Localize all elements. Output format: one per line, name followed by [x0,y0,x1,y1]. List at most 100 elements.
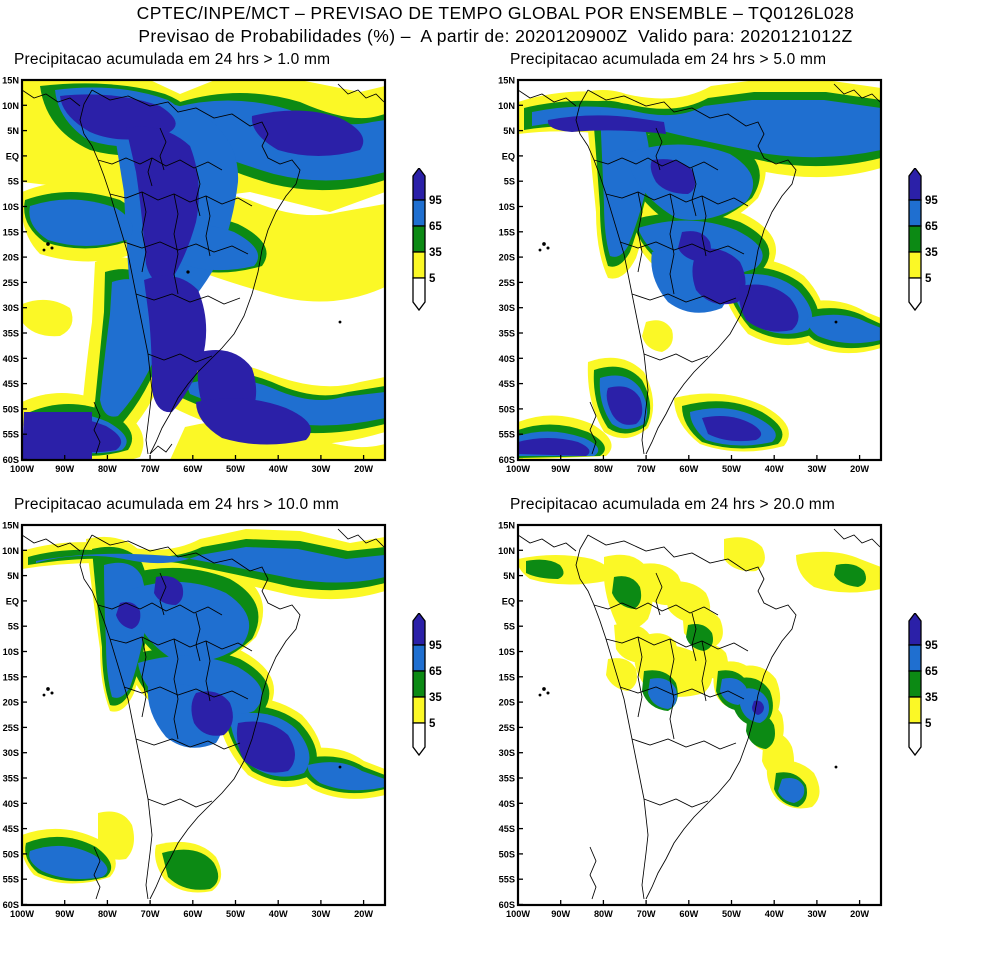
svg-text:5N: 5N [503,571,515,581]
y-axis: 15N 10N 5N EQ 5S 10S 15S 20S 25S 30S 35S… [498,76,523,465]
svg-text:50W: 50W [722,909,741,919]
colorbar-tick-35: 35 [925,247,938,259]
panel-threshold-20mm: Precipitacao acumulada em 24 hrs > 20.0 … [496,493,991,971]
svg-text:90W: 90W [55,909,74,919]
header-line-2: Previsao de Probabilidades (%) – A parti… [138,26,853,46]
svg-text:50W: 50W [722,464,741,474]
colorbar-tick-65: 65 [925,221,938,233]
probability-field [22,529,385,893]
svg-text:60S: 60S [499,455,515,465]
colorbar[interactable]: 95 65 35 5 [896,613,991,773]
svg-text:25S: 25S [3,723,19,733]
colorbar-bands [412,168,426,312]
colorbar-tick-95: 95 [925,195,938,207]
svg-text:80W: 80W [98,464,117,474]
colorbar-tick-35: 35 [429,247,442,259]
svg-text:5N: 5N [503,126,515,136]
map-frame [20,523,387,907]
map-frame [20,78,387,462]
svg-text:10N: 10N [498,101,515,111]
band-65-95 [412,644,426,672]
svg-text:40W: 40W [765,909,784,919]
svg-text:40W: 40W [765,464,784,474]
probability-field [518,537,881,809]
map-svg: 15N 10N 5N EQ 5S 10S 15S 20S 25S 30S 35S… [498,521,883,919]
svg-text:35S: 35S [499,774,515,784]
colorbar-tick-35: 35 [429,692,442,704]
panel-title: Precipitacao acumulada em 24 hrs > 10.0 … [14,496,340,513]
svg-text:90W: 90W [551,464,570,474]
y-axis: 15N 10N 5N EQ 5S 10S 15S 20S 25S 30S 35S… [2,521,27,910]
band-gt95 [908,613,922,646]
svg-text:50S: 50S [499,404,515,414]
colorbar-tick-95: 95 [429,195,442,207]
colorbar-tick-95: 95 [925,640,938,652]
map-canvas[interactable]: 15N 10N 5N EQ 5S 10S 15S 20S 25S 30S 35S… [0,72,400,482]
svg-text:30S: 30S [3,303,19,313]
svg-text:20W: 20W [850,464,869,474]
svg-text:30W: 30W [807,909,826,919]
colorbar-tick-5: 5 [429,273,436,285]
map-frame [516,523,883,907]
svg-text:60W: 60W [679,909,698,919]
svg-text:10S: 10S [3,202,19,212]
svg-text:25S: 25S [3,278,19,288]
svg-text:EQ: EQ [502,151,515,161]
svg-text:60S: 60S [3,455,19,465]
svg-text:5N: 5N [7,126,19,136]
map-canvas[interactable]: 15N 10N 5N EQ 5S 10S 15S 20S 25S 30S 35S… [496,72,896,482]
colorbar-bands [412,613,426,757]
svg-text:5S: 5S [504,622,515,632]
band-5-35 [412,251,426,279]
svg-text:80W: 80W [594,909,613,919]
band-gt95 [908,168,922,201]
band-65-95 [412,199,426,227]
svg-text:100W: 100W [10,909,34,919]
svg-text:60W: 60W [183,464,202,474]
svg-text:20S: 20S [3,253,19,263]
x-axis: 100W 90W 80W 70W 60W 50W 40W 30W 20W [506,900,869,919]
svg-text:15S: 15S [499,227,515,237]
panel-grid: Precipitacao acumulada em 24 hrs > 1.0 m… [0,48,991,958]
svg-text:55S: 55S [3,430,19,440]
x-axis: 100W 90W 80W 70W 60W 50W 40W 30W 20W [10,900,373,919]
svg-text:20W: 20W [354,464,373,474]
band-35-65 [908,670,922,698]
svg-text:EQ: EQ [6,151,19,161]
svg-text:40W: 40W [269,464,288,474]
svg-text:50W: 50W [226,909,245,919]
map-canvas[interactable]: 15N 10N 5N EQ 5S 10S 15S 20S 25S 30S 35S… [496,517,896,927]
svg-text:70W: 70W [637,909,656,919]
colorbar-tick-95: 95 [429,640,442,652]
svg-text:15N: 15N [2,76,19,86]
colorbar-tick-5: 5 [925,718,932,730]
colorbar[interactable]: 95 65 35 5 [400,613,495,773]
y-axis: 15N 10N 5N EQ 5S 10S 15S 20S 25S 30S 35S… [498,521,523,910]
svg-text:10N: 10N [2,546,19,556]
panel-threshold-5mm: Precipitacao acumulada em 24 hrs > 5.0 m… [496,48,991,526]
svg-text:40S: 40S [3,354,19,364]
svg-text:90W: 90W [55,464,74,474]
colorbar[interactable]: 95 65 35 5 [896,168,991,328]
band-65-95 [908,199,922,227]
colorbar-tick-35: 35 [925,692,938,704]
coastline-overlay [22,83,385,455]
svg-text:20S: 20S [499,253,515,263]
svg-text:5N: 5N [7,571,19,581]
svg-text:15S: 15S [499,672,515,682]
panel-threshold-10mm: Precipitacao acumulada em 24 hrs > 10.0 … [0,493,495,971]
band-lt5 [908,277,922,312]
svg-text:20W: 20W [354,909,373,919]
svg-text:30S: 30S [499,303,515,313]
y-axis: 15N 10N 5N EQ 5S 10S 15S 20S 25S 30S 35S… [2,76,27,465]
header-line-1: CPTEC/INPE/MCT – PREVISAO DE TEMPO GLOBA… [136,3,855,23]
band-lt5 [412,722,426,757]
colorbar[interactable]: 95 65 35 5 [400,168,495,328]
x-axis: 100W 90W 80W 70W 60W 50W 40W 30W 20W [506,455,869,474]
map-canvas[interactable]: 15N 10N 5N EQ 5S 10S 15S 20S 25S 30S 35S… [0,517,400,927]
coastline-overlay [518,528,881,900]
svg-text:5S: 5S [504,177,515,187]
colorbar-bands [908,613,922,757]
band-lt5 [412,277,426,312]
svg-text:35S: 35S [3,329,19,339]
